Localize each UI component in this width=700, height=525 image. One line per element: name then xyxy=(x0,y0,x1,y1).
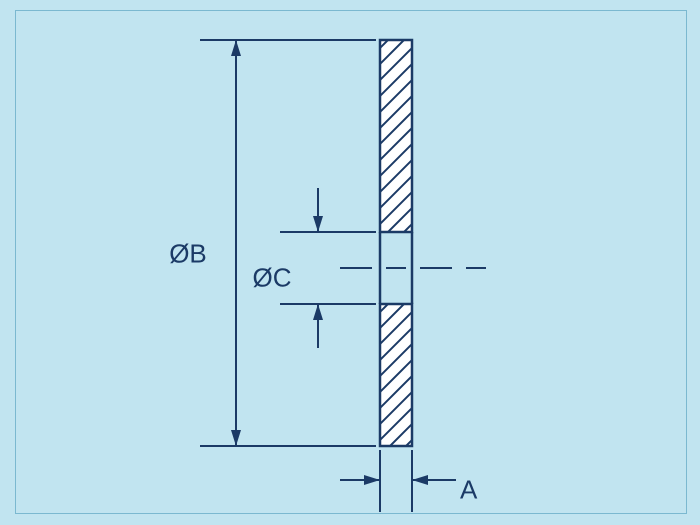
technical-drawing xyxy=(0,0,700,525)
dimension-label-b: ØB xyxy=(169,239,207,270)
dimension-label-c: ØC xyxy=(253,263,292,294)
dimension-label-a: A xyxy=(460,475,477,506)
